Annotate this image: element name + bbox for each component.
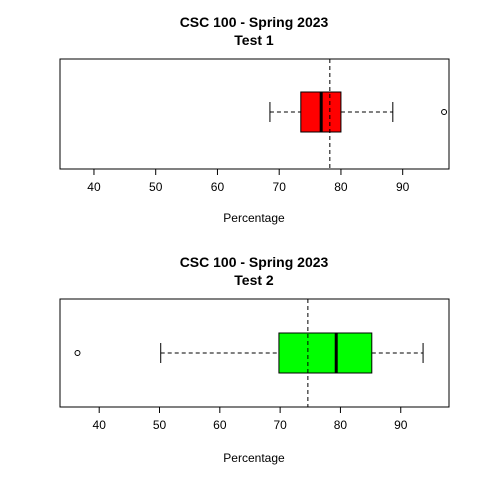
boxplot-marks	[269, 59, 448, 169]
x-tick-label: 90	[394, 418, 408, 432]
x-axis: 40 50 60 70 80 90	[93, 407, 408, 432]
x-tick-label: 60	[213, 418, 227, 432]
x-tick-label: 70	[273, 180, 287, 194]
x-tick-label: 50	[153, 418, 167, 432]
x-tick-label: 40	[93, 418, 107, 432]
boxplot-panel-test-2: CSC 100 - Spring 2023 Test 2 40 50 60 70 80 9…	[59, 254, 450, 465]
boxplot-marks	[74, 299, 424, 407]
chart-subtitle: Test 1	[234, 32, 274, 48]
x-tick-label: 80	[334, 180, 348, 194]
chart-title: CSC 100 - Spring 2023	[180, 254, 329, 270]
x-tick-label: 40	[87, 180, 101, 194]
x-axis-label: Percentage	[223, 451, 285, 465]
chart-subtitle: Test 2	[234, 272, 274, 288]
x-tick-label: 80	[334, 418, 348, 432]
boxplot-panel-test-1: CSC 100 - Spring 2023 Test 1 40 50 60 70 80 9…	[59, 14, 450, 225]
x-tick-label: 70	[273, 418, 287, 432]
plot-frame	[59, 58, 450, 170]
outlier-point	[74, 350, 81, 356]
x-tick-label: 50	[149, 180, 163, 194]
x-axis: 40 50 60 70 80 90	[87, 169, 410, 194]
interquartile-box	[278, 332, 373, 374]
outlier-point	[441, 109, 448, 115]
chart-title: CSC 100 - Spring 2023	[180, 14, 329, 30]
x-axis-label: Percentage	[223, 211, 285, 225]
x-tick-label: 60	[211, 180, 225, 194]
x-tick-label: 90	[396, 180, 410, 194]
plot-frame	[59, 298, 450, 408]
